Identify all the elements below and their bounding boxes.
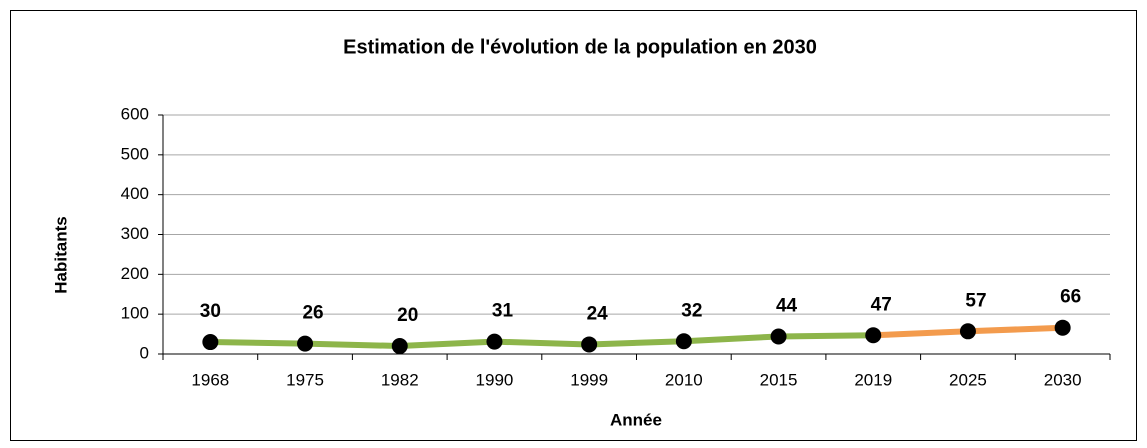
x-tick-label: 1982 — [381, 370, 419, 389]
x-tick-label: 2025 — [949, 370, 987, 389]
x-tick-label: 2019 — [854, 370, 892, 389]
marker — [959, 323, 976, 340]
data-label: 26 — [302, 303, 323, 324]
y-tick-label: 200 — [121, 264, 149, 283]
marker — [297, 335, 314, 352]
line-segment — [210, 332, 874, 350]
x-tick-label: 1990 — [476, 370, 514, 389]
x-tick-label: 1999 — [570, 370, 608, 389]
marker — [675, 333, 692, 350]
y-tick-label: 400 — [121, 184, 149, 203]
chart-title: Estimation de l'évolution de la populati… — [343, 36, 817, 58]
marker — [581, 336, 598, 353]
marker — [1054, 319, 1071, 336]
marker — [770, 328, 787, 345]
marker — [865, 327, 882, 344]
x-tick-label: 1968 — [191, 370, 229, 389]
data-label: 44 — [776, 295, 798, 316]
data-label: 47 — [871, 294, 892, 315]
y-axis-label: Habitants — [51, 216, 70, 293]
marker — [202, 334, 219, 351]
data-label: 30 — [200, 301, 221, 322]
data-label: 66 — [1060, 287, 1081, 308]
y-tick-label: 100 — [121, 304, 149, 323]
marker — [486, 333, 503, 350]
x-tick-label: 1975 — [286, 370, 324, 389]
x-tick-label: 2015 — [760, 370, 798, 389]
x-axis-label: Année — [610, 410, 662, 429]
y-tick-label: 500 — [121, 144, 149, 163]
x-tick-label: 2030 — [1044, 370, 1082, 389]
data-label: 57 — [965, 290, 986, 311]
chart-frame — [10, 10, 1137, 441]
data-label: 31 — [492, 301, 514, 322]
x-tick-label: 2010 — [665, 370, 703, 389]
data-label: 32 — [681, 300, 702, 321]
y-tick-label: 300 — [121, 224, 149, 243]
y-tick-label: 0 — [140, 343, 149, 362]
marker — [391, 338, 408, 355]
y-tick-label: 600 — [121, 104, 149, 123]
data-label: 20 — [397, 305, 418, 326]
data-label: 24 — [587, 303, 609, 324]
